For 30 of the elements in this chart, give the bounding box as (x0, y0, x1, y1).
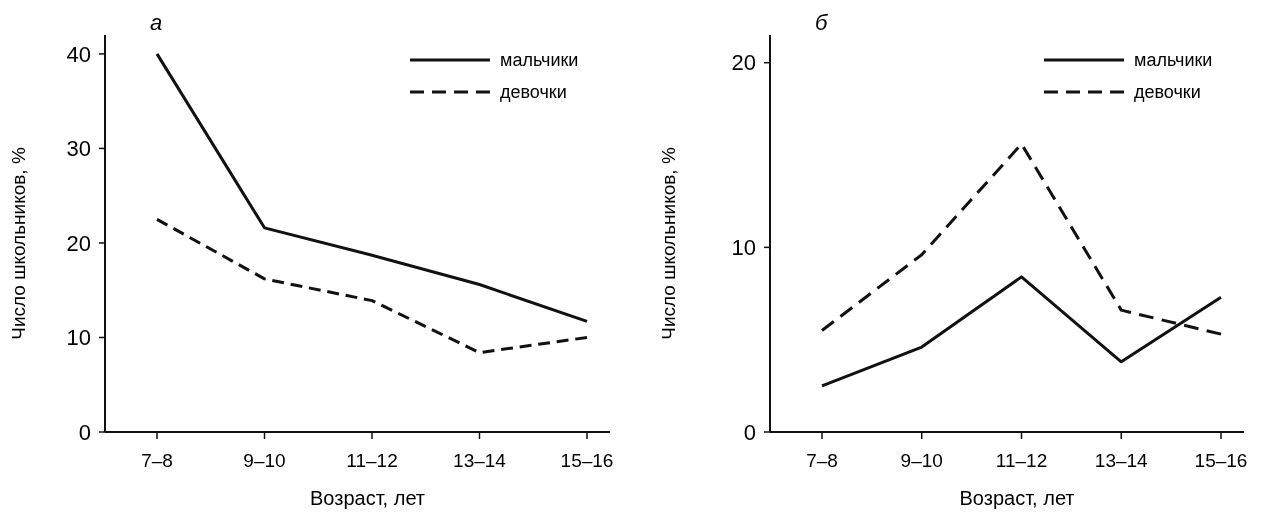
chart-title: б (815, 10, 829, 35)
chart-title: а (150, 10, 163, 35)
x-tick-label: 15–16 (1194, 450, 1248, 471)
y-tick-label: 40 (66, 41, 91, 67)
x-tick-label: 7–8 (806, 450, 838, 471)
x-tick-label: 13–14 (453, 450, 507, 471)
legend-label: мальчики (1134, 50, 1213, 71)
x-tick-label: 13–14 (1094, 450, 1149, 471)
y-tick-label: 0 (78, 419, 91, 445)
line-series (155, 52, 589, 323)
x-tick-label: 11–12 (995, 450, 1048, 471)
x-tick-label: 11–12 (346, 450, 398, 471)
x-tick-label: 7–8 (141, 450, 173, 471)
y-tick-label: 20 (66, 230, 91, 256)
x-tick-label: 9–10 (900, 450, 943, 471)
y-axis-title: Число школьников, % (658, 147, 679, 340)
x-axis-title: Возраст, лет (959, 487, 1075, 509)
x-tick-label: 15–16 (560, 450, 614, 471)
legend-label: девочки (1134, 82, 1201, 103)
x-tick-label: 9–10 (243, 450, 286, 471)
legend-label: девочки (500, 82, 567, 103)
y-tick-label: 30 (66, 136, 91, 162)
x-axis-title: Возраст, лет (310, 487, 425, 509)
y-tick-label: 0 (743, 419, 756, 445)
y-tick-label: 10 (66, 325, 91, 351)
y-tick-label: 10 (731, 235, 756, 261)
legend-label: мальчики (500, 50, 579, 71)
y-axis-title: Число школьников, % (8, 147, 29, 340)
line-series (155, 217, 589, 355)
y-tick-label: 20 (731, 50, 756, 76)
